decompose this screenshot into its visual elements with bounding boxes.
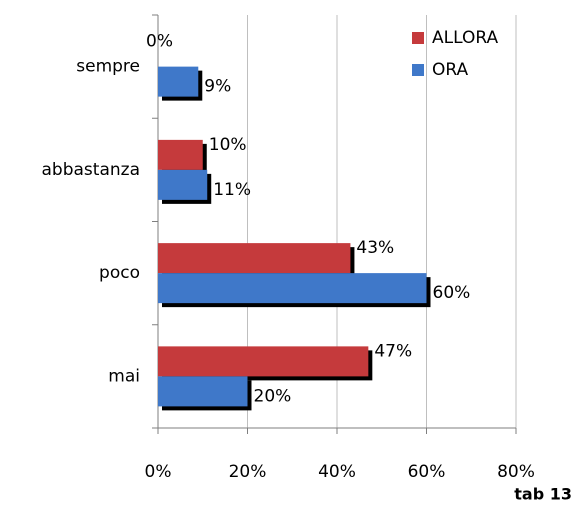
legend-swatch [412,32,424,44]
legend-swatch [412,64,424,76]
value-label: 47% [374,341,412,361]
bar [158,169,208,200]
y-tick-label: poco [99,263,140,283]
y-tick-label: abbastanza [42,160,140,180]
value-label: 0% [146,32,173,52]
bar [158,376,248,407]
x-tick-label: 0% [145,462,172,482]
bar [158,243,351,274]
value-label: 9% [204,77,231,97]
y-tick-label: mai [108,366,140,386]
x-tick-label: 60% [408,462,446,482]
legend-label: ORA [432,60,469,80]
value-label: 43% [356,238,394,258]
x-tick-label: 40% [318,462,356,482]
bar [158,66,199,97]
legend-label: ALLORA [432,28,498,48]
bar [158,139,203,170]
value-label: 10% [209,135,247,155]
value-label: 60% [433,283,471,303]
y-tick-label: sempre [76,57,140,77]
value-label: 20% [254,386,292,406]
annotation: tab 13 [514,485,572,504]
bar [158,273,427,304]
x-tick-label: 80% [497,462,535,482]
value-label: 11% [213,180,251,200]
bar [158,346,369,377]
x-tick-label: 20% [229,462,267,482]
